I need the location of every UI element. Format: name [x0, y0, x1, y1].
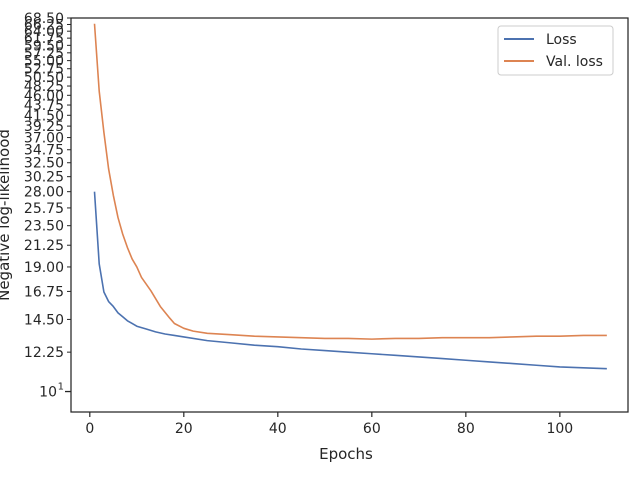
series-line-loss	[93, 191, 607, 370]
y-tick-label: 50.50	[24, 70, 64, 86]
y-tick-label: 55.00	[24, 54, 64, 70]
y-tick-label: 23.50	[24, 219, 64, 235]
y-tick-label: 39.25	[24, 119, 64, 135]
x-axis-ticks: 0 20 40 60 80 100	[85, 412, 573, 437]
x-axis-label: Epochs	[319, 445, 373, 463]
y-major-tick-exponent: 1	[58, 382, 64, 393]
x-tick-label: 0	[85, 421, 94, 437]
y-tick-label: 16.75	[24, 284, 64, 300]
y-axis-ticks: 12.25 14.50 16.75 19.00 21.25 23.50 25.7528.00…	[24, 11, 71, 401]
plot-lines	[93, 23, 607, 370]
x-tick-label: 80	[457, 421, 475, 437]
y-tick-label: 30.25	[24, 170, 64, 186]
y-major-tick-label: 10	[39, 385, 57, 401]
y-tick-label: 25.75	[24, 201, 64, 217]
legend-label-val-loss: Val. loss	[546, 54, 603, 70]
y-tick-label: 52.75	[24, 62, 64, 78]
y-tick-label: 34.75	[24, 143, 64, 159]
x-tick-label: 100	[546, 421, 573, 437]
y-tick-label: 57.25	[24, 46, 64, 62]
y-tick-label: 68.50	[24, 11, 64, 27]
y-tick-label: 61.75	[24, 31, 64, 47]
y-tick-label: 19.00	[24, 260, 64, 276]
legend: Loss Val. loss	[497, 25, 614, 76]
y-tick-label: 32.50	[24, 156, 64, 172]
y-tick-label: 12.25	[24, 345, 64, 361]
y-tick-label: 14.50	[24, 312, 64, 328]
y-tick-label: 64.00	[24, 24, 64, 40]
x-tick-label: 20	[175, 421, 193, 437]
plot-frame	[70, 17, 629, 413]
y-tick-label: 41.50	[24, 108, 64, 124]
y-tick-label: 66.25	[24, 17, 64, 33]
legend-label-loss: Loss	[546, 32, 577, 48]
y-tick-label: 43.75	[24, 98, 64, 114]
y-axis-label: Negative log-likelihood	[0, 129, 13, 301]
series-line-val-loss	[93, 23, 607, 340]
y-tick-label: 46.00	[24, 88, 64, 104]
y-tick-label: 28.00	[24, 185, 64, 201]
x-tick-label: 60	[363, 421, 381, 437]
x-tick-label: 40	[269, 421, 287, 437]
y-tick-label: 37.00	[24, 131, 64, 147]
y-tick-label: 48.25	[24, 79, 64, 95]
y-tick-label: 21.25	[24, 238, 64, 254]
y-tick-label: 59.50	[24, 38, 64, 54]
